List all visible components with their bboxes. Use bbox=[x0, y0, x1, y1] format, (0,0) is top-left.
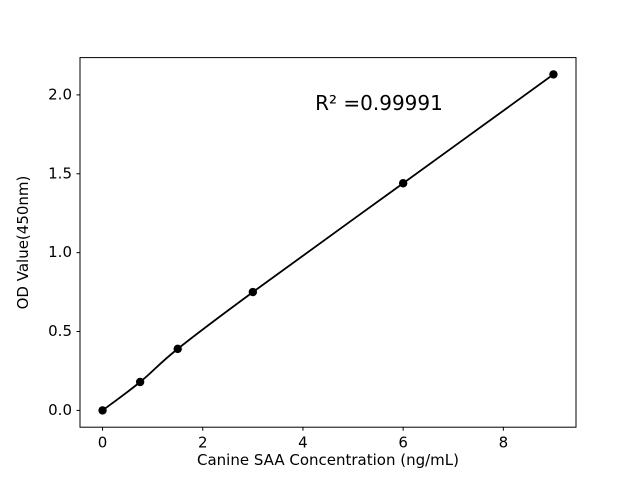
plot-border bbox=[79, 57, 577, 428]
y-tick-label: 2.0 bbox=[48, 85, 72, 103]
data-point bbox=[173, 344, 182, 354]
x-tick-label: 8 bbox=[499, 433, 509, 451]
y-tick-label: 1.5 bbox=[48, 164, 72, 182]
y-tick-label: 0.5 bbox=[48, 322, 72, 340]
data-point bbox=[248, 287, 258, 297]
data-point bbox=[98, 406, 107, 415]
x-tick-label: 0 bbox=[98, 433, 108, 451]
x-tick-label: 4 bbox=[298, 433, 308, 451]
data-point bbox=[549, 70, 558, 79]
data-point bbox=[398, 179, 408, 188]
plot-background bbox=[80, 57, 576, 428]
y-axis-label: OD Value(450nm) bbox=[14, 176, 32, 310]
r-squared-annotation: R² =0.99991 bbox=[315, 91, 443, 115]
y-tick-label: 1.0 bbox=[48, 243, 72, 261]
plot-area: 0 2 4 6 8 0.0 0.5 1.0 1.5 2.0 bbox=[48, 57, 577, 451]
x-tick-label: 2 bbox=[198, 433, 208, 451]
y-tick-label: 0.0 bbox=[48, 401, 72, 419]
x-axis-label: Canine SAA Concentration (ng/mL) bbox=[197, 451, 459, 469]
x-tick-label: 6 bbox=[398, 433, 408, 451]
data-point bbox=[135, 377, 145, 387]
